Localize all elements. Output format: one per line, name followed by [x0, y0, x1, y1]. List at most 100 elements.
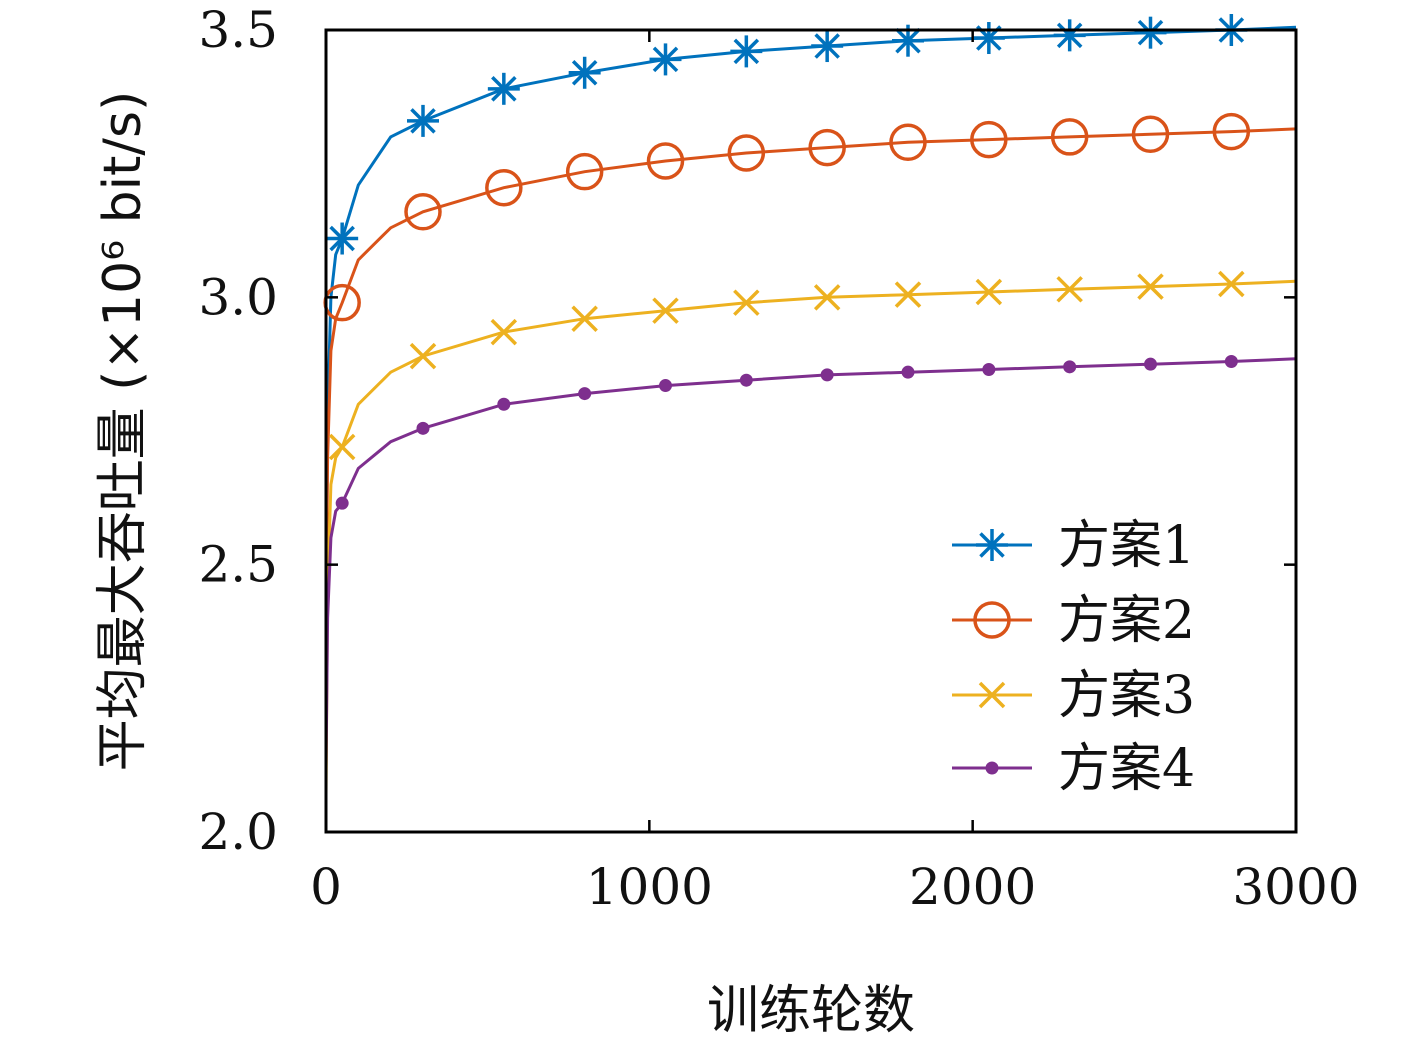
marker-stroke	[491, 76, 517, 102]
marker-shape	[404, 193, 442, 231]
marker-shape	[889, 123, 927, 162]
legend-item: 方案3	[952, 666, 1195, 726]
y-tick-label: 3.5	[198, 1, 278, 59]
y-tick-label: 2.5	[198, 536, 278, 594]
legend-item: 方案1	[952, 516, 1195, 576]
data-point	[1212, 112, 1251, 151]
data-point	[490, 318, 518, 346]
marker-shape	[335, 496, 349, 510]
data-point	[416, 421, 430, 435]
data-point	[820, 368, 834, 382]
data-point	[811, 30, 844, 63]
marker-shape	[485, 168, 523, 207]
data-point	[646, 142, 685, 180]
marker-shape	[727, 134, 766, 172]
data-point	[485, 168, 523, 207]
marker-stroke	[978, 681, 1006, 709]
y-tick-label: 3.0	[198, 268, 278, 326]
data-point	[813, 284, 841, 311]
data-point	[733, 289, 760, 316]
marker-shape	[1063, 360, 1077, 374]
marker-shape	[739, 373, 753, 387]
x-tick-label: 1000	[586, 858, 713, 916]
marker-stroke	[329, 225, 355, 252]
data-point	[1063, 360, 1077, 374]
series-3	[324, 270, 1297, 795]
marker-stroke	[895, 27, 921, 54]
marker-stroke	[979, 532, 1005, 558]
data-point	[1131, 115, 1170, 154]
marker-shape	[1224, 354, 1238, 368]
data-point	[727, 134, 766, 172]
axes-frame	[324, 28, 1298, 834]
marker-stroke	[733, 289, 760, 316]
marker-stroke	[1056, 22, 1083, 49]
data-point	[901, 365, 915, 379]
data-point	[409, 342, 437, 370]
legend-item: 方案4	[952, 739, 1195, 799]
marker-stroke	[1218, 270, 1245, 298]
data-point	[976, 529, 1008, 561]
marker-stroke	[1137, 19, 1164, 46]
marker-stroke	[813, 284, 841, 311]
marker-stroke	[1137, 273, 1164, 300]
marker-shape	[578, 387, 592, 401]
data-point	[571, 305, 598, 332]
marker-stroke	[328, 433, 356, 461]
data-point	[649, 43, 682, 76]
marker-shape	[901, 365, 915, 379]
data-point	[1134, 16, 1167, 49]
axes: 0 1000 2000 3000 2.0 2.5 3.0 3.5	[198, 1, 1359, 916]
marker-stroke	[490, 318, 518, 346]
marker-shape	[416, 421, 430, 435]
legend-label: 方案2	[1058, 591, 1195, 651]
legend: 方案1 方案2 方案3 方案4	[952, 516, 1195, 799]
data-point	[730, 35, 763, 68]
x-tick-label: 0	[310, 858, 342, 916]
plot-area	[323, 14, 1297, 795]
data-point	[982, 363, 996, 377]
x-axis-title: 训练轮数	[707, 981, 915, 1038]
data-point	[808, 128, 846, 167]
marker-stroke	[1056, 276, 1083, 303]
legend-item: 方案2	[952, 591, 1195, 651]
x-tick-label: 3000	[1232, 858, 1359, 916]
data-point	[1218, 270, 1245, 298]
data-point	[487, 72, 520, 105]
marker-stroke	[975, 278, 1003, 306]
data-point	[565, 152, 604, 191]
data-point	[335, 496, 349, 510]
marker-shape	[820, 368, 834, 382]
marker-shape	[982, 363, 996, 377]
marker-stroke	[894, 281, 922, 308]
y-tick-label: 2.0	[198, 803, 278, 861]
series-1	[324, 14, 1297, 661]
data-point	[972, 22, 1005, 55]
data-point	[326, 222, 359, 255]
y-axis-title: 平均最大吞吐量 (×10⁶ bit/s)	[93, 91, 153, 772]
marker-shape	[970, 120, 1008, 159]
marker-shape	[1050, 118, 1089, 156]
data-point	[578, 387, 592, 401]
marker-shape	[808, 128, 846, 167]
series-2	[323, 112, 1297, 619]
marker-stroke	[571, 60, 598, 86]
data-point	[973, 601, 1011, 639]
marker-shape	[1131, 115, 1170, 154]
data-point	[975, 278, 1003, 306]
marker-shape	[659, 379, 672, 393]
marker-stroke	[814, 33, 840, 59]
data-point	[970, 120, 1008, 159]
data-point	[568, 56, 601, 89]
marker-stroke	[410, 108, 436, 134]
data-point	[407, 104, 439, 137]
data-point	[739, 373, 753, 387]
marker-stroke	[571, 305, 598, 332]
x-tick-label: 2000	[909, 858, 1036, 916]
marker-shape	[646, 142, 685, 180]
data-point	[404, 193, 442, 231]
marker-shape	[1212, 112, 1251, 151]
marker-shape	[565, 152, 604, 191]
data-point	[985, 761, 999, 775]
